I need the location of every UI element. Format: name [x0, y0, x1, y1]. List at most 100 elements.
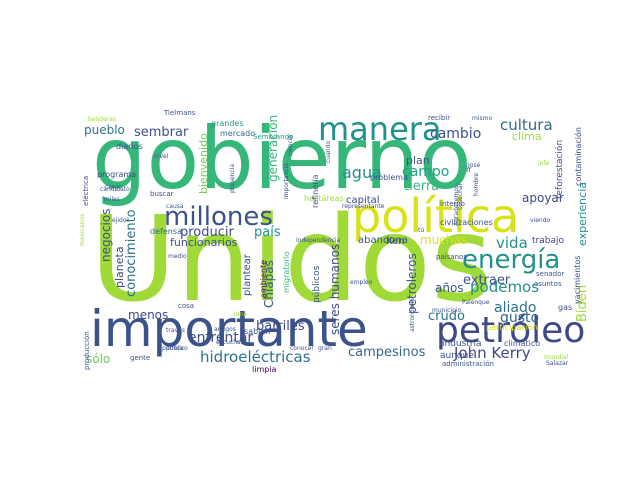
word-recibir: recibir	[428, 114, 450, 122]
word-podemos: podemos	[470, 278, 539, 296]
word-nivel: nivel	[154, 153, 169, 160]
word-climatico: climático	[504, 339, 540, 348]
word-seres-humanos: seres humanos	[328, 244, 342, 335]
word-generacion: generación	[266, 115, 280, 182]
word-tielmans: Tielmans	[163, 109, 196, 117]
word-plantear: plantear	[242, 253, 253, 296]
word-migratorio: migratorio	[282, 251, 291, 293]
word-pais: país	[254, 225, 281, 240]
word-programa: programa	[97, 170, 136, 179]
word-sabian: sabían	[244, 327, 270, 336]
word-diarios: diarios	[116, 142, 143, 151]
word-hectareas: hectáreas	[304, 194, 344, 203]
word-tu: tú	[418, 227, 424, 234]
word-crudo: crudo	[428, 309, 465, 324]
word-bienvenido: bienvenido	[197, 133, 210, 194]
word-participacion: participación	[486, 322, 538, 332]
word-independencia: independencia	[296, 237, 341, 244]
word-electrica: eléctrica	[82, 176, 90, 206]
word-hombre: hombre	[473, 173, 480, 196]
word-mundial: mundial	[544, 354, 569, 361]
word-ir: ir	[466, 165, 472, 174]
word-escuchar: escuchar	[216, 339, 244, 346]
word-vida: vida	[496, 234, 528, 252]
word-ken: Ken	[386, 236, 405, 247]
word-refineria: refinería	[311, 174, 320, 208]
word-negocios: negocios	[99, 209, 113, 262]
word-menos: menos	[128, 308, 168, 322]
word-viendo: viendo	[530, 217, 551, 224]
word-amigos: amigos	[214, 326, 236, 333]
word-municipio: municipio	[432, 307, 462, 314]
word-contaminacion: contaminación	[573, 127, 583, 186]
word-apoyar: apoyar	[522, 191, 564, 205]
word-anos: años	[435, 281, 464, 295]
word-biden: Biden	[575, 285, 590, 322]
word-agradecemos: Agradecemos	[453, 185, 460, 226]
word-miles: miles	[104, 196, 120, 203]
word-campo: campo	[402, 164, 449, 180]
word-administracion: administración	[442, 360, 494, 368]
word-petroleros: petroleros	[405, 253, 419, 314]
word-limpia: limpia	[252, 365, 277, 374]
word-extraer: extraer	[463, 273, 511, 288]
word-barriles: barriles	[256, 319, 305, 334]
word-defensa: defensa	[150, 227, 182, 236]
word-publica: pública	[162, 345, 184, 352]
word-plan: plan	[406, 154, 430, 167]
word-energia: energía	[462, 245, 560, 275]
word-banderas: banderas	[88, 116, 116, 123]
word-grandes: grandes	[211, 119, 244, 128]
word-astronomia: astronomía	[409, 298, 416, 332]
word-funcionarios: funcionarios	[170, 236, 238, 249]
word-problema: problema	[370, 173, 408, 182]
word-sembrar: sembrar	[134, 125, 189, 140]
word-reforestacion: reforestación	[554, 140, 565, 199]
word-ambiente: ambiente	[259, 260, 268, 298]
word-john-kerry: John Kerry	[453, 344, 531, 362]
word-cultura: cultura	[500, 116, 553, 134]
word-agua: agua	[342, 163, 382, 182]
word-hidroelectricas: hidroeléctricas	[200, 348, 311, 366]
word-planeta: planeta	[113, 246, 126, 288]
word-luna: luna	[234, 311, 247, 318]
word-jose: José	[467, 162, 481, 169]
word-trabajo: trabajo	[532, 236, 564, 246]
word-gobierno: gobierno	[92, 109, 472, 209]
word-pueblo: pueblo	[84, 123, 125, 137]
word-importante: importante	[90, 300, 368, 358]
word-mismo: mismo	[472, 115, 492, 122]
word-clima: clima	[512, 130, 542, 143]
word-campesinos: campesinos	[348, 345, 426, 360]
word-muchas: muchas	[420, 233, 467, 247]
word-publico: público	[166, 345, 188, 352]
word-presencia: presencia	[229, 164, 236, 193]
word-millones: millones	[164, 202, 273, 232]
word-politica: política	[352, 189, 519, 243]
word-ejido: ejido	[112, 217, 127, 224]
word-gas: gas	[558, 303, 572, 312]
word-experiencia: experiencia	[576, 182, 589, 246]
word-publicos: públicos	[312, 265, 322, 303]
word-gusto: gusto	[500, 310, 539, 326]
word-jefe: jefe	[537, 160, 549, 167]
word-industria: industria	[442, 339, 482, 349]
word-conocimiento: conocimiento	[124, 209, 139, 297]
word-sembrando: Sembrando	[253, 133, 293, 141]
word-ciencia: ciencia	[287, 135, 294, 156]
word-cargo: cargo	[105, 184, 122, 191]
word-causa: causa	[166, 203, 184, 210]
word-mexicanos: mexicanos	[79, 214, 86, 246]
word-manera: manera	[318, 110, 442, 148]
word-mercado: mercado	[220, 129, 255, 138]
word-aliado: aliado	[494, 300, 536, 316]
word-chiapas: Chiapas	[262, 260, 276, 308]
word-candidato: candidato	[100, 186, 130, 193]
word-gente: gente	[130, 354, 150, 362]
word-paisanos: paisanos	[436, 253, 467, 261]
word-palenque: Palenque	[462, 299, 490, 306]
word-importancia: importancia	[283, 163, 290, 199]
word-senador: senador	[536, 270, 564, 278]
